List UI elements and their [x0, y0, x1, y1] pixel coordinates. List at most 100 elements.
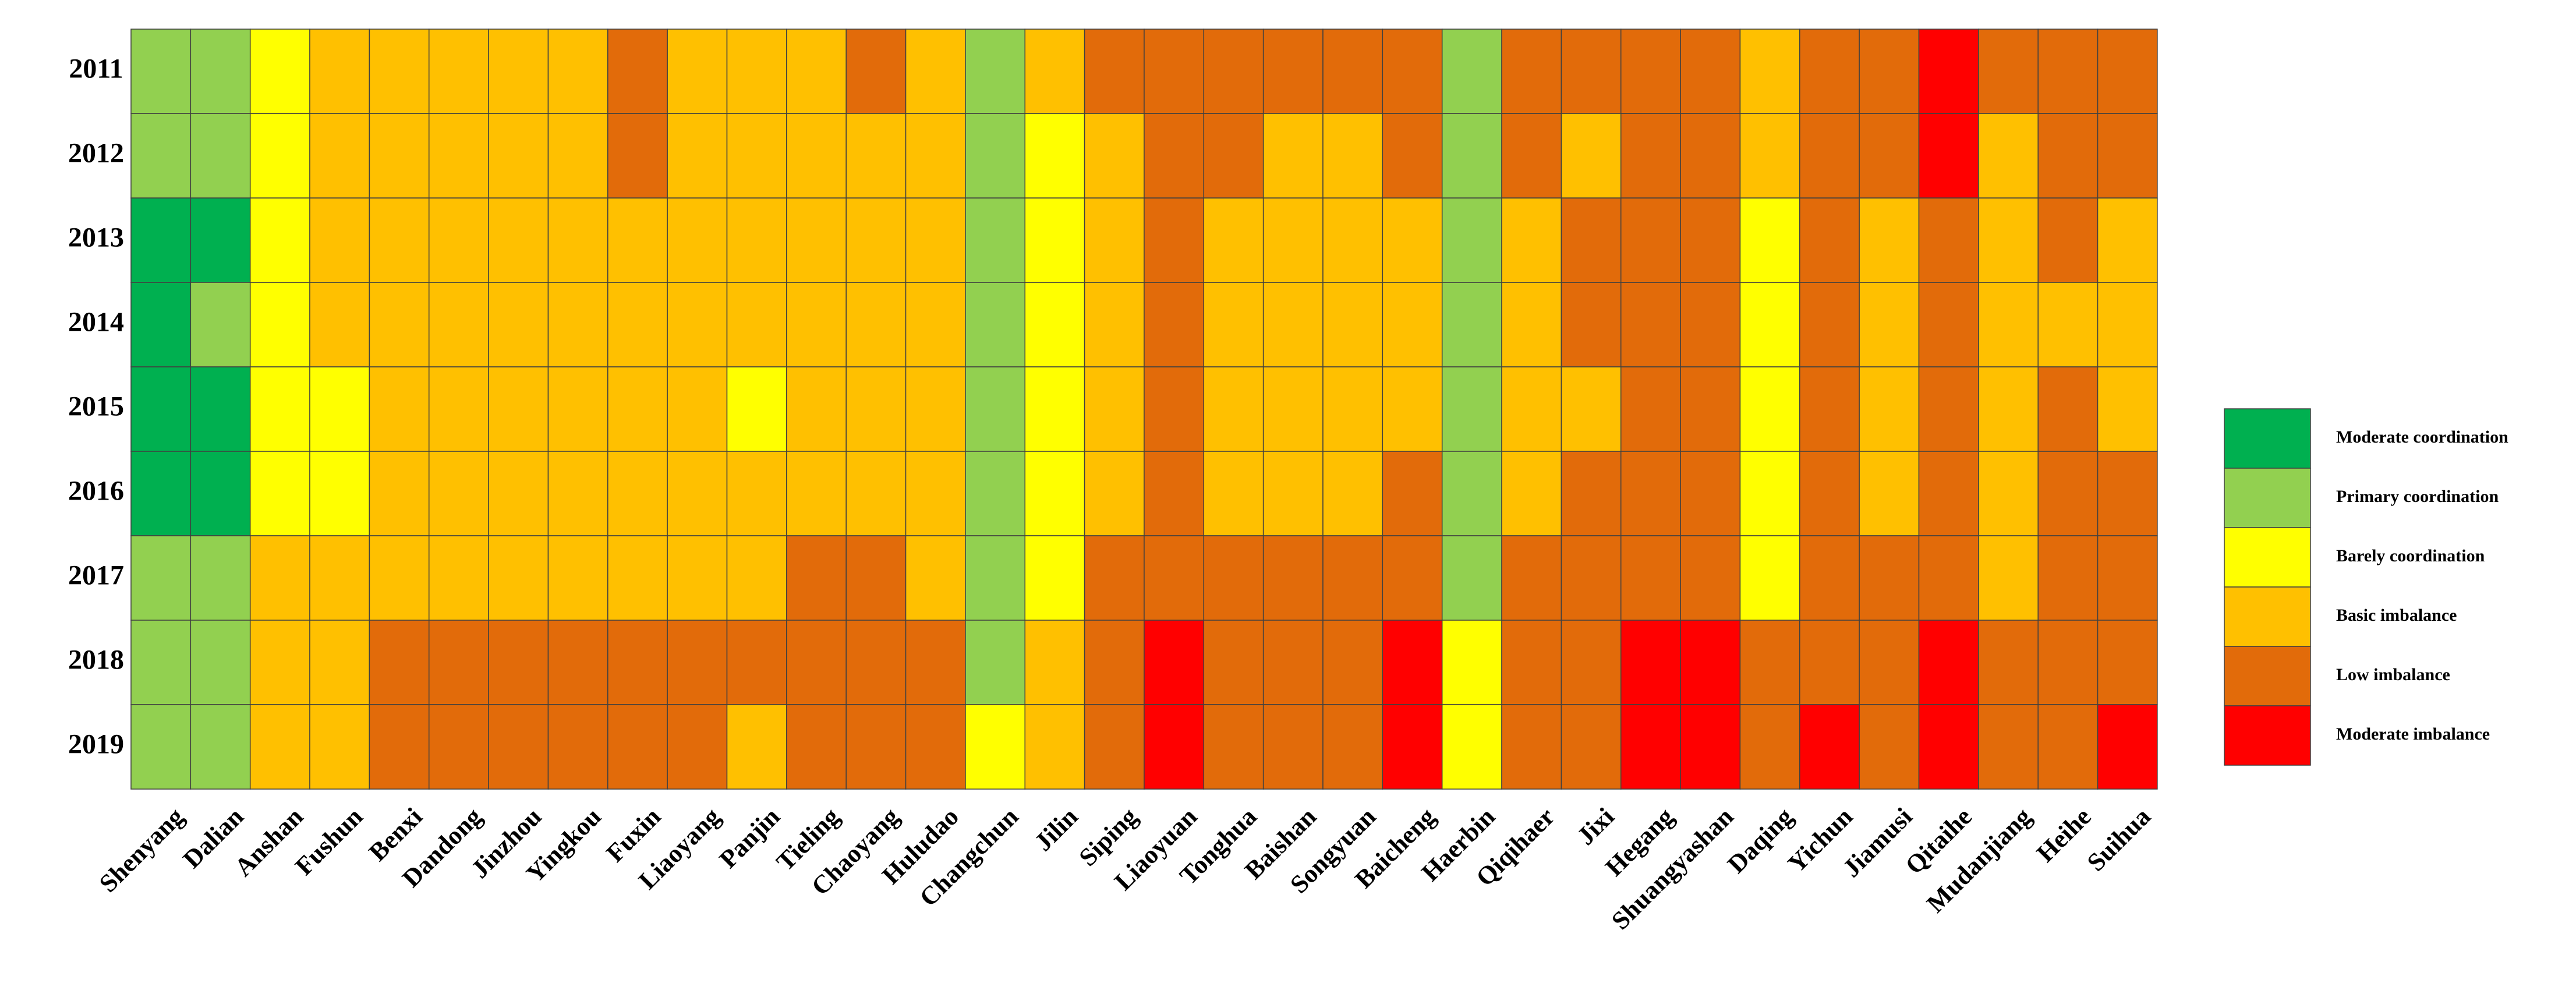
heatmap-cell-liaoyang-2011	[667, 29, 728, 114]
legend-label-moderate-imbalance: Moderate imbalance	[2336, 724, 2490, 744]
heatmap-cell-daqing-2012	[1739, 113, 1800, 199]
heatmap-cell-chaoyang-2019	[845, 704, 907, 790]
heatmap-cell-jixi-2012	[1561, 113, 1622, 199]
heatmap-cell-dandong-2015	[429, 366, 489, 452]
heatmap-cell-hegang-2016	[1620, 451, 1681, 536]
heatmap-cell-jiamusi-2011	[1859, 29, 1920, 114]
heatmap-cell-jilin-2018	[1024, 620, 1085, 705]
heatmap-cell-jinzhou-2011	[488, 29, 549, 114]
heatmap-cell-mudanjiang-2019	[1978, 704, 2039, 790]
heatmap-cell-chaoyang-2017	[845, 535, 907, 621]
heatmap-cell-jinzhou-2019	[488, 704, 549, 790]
heatmap-cell-changchun-2017	[965, 535, 1026, 621]
heatmap-cell-tonghua-2012	[1203, 113, 1264, 199]
heatmap-cell-liaoyang-2014	[667, 282, 728, 367]
heatmap-cell-liaoyang-2016	[667, 451, 728, 536]
heatmap-cell-jilin-2019	[1024, 704, 1085, 790]
heatmap-cell-panjin-2013	[726, 197, 787, 283]
heatmap-cell-fushun-2017	[309, 535, 370, 621]
heatmap-cell-liaoyang-2015	[667, 366, 728, 452]
x-tick-label-panjin: Panjin	[714, 802, 785, 874]
heatmap-cell-baicheng-2014	[1382, 282, 1443, 367]
heatmap-cell-liaoyang-2017	[667, 535, 728, 621]
y-tick-label-2015: 2015	[68, 391, 124, 422]
heatmap-cell-dalian-2017	[190, 535, 251, 621]
heatmap-cell-fushun-2013	[309, 197, 370, 283]
heatmap-cell-anshan-2013	[249, 197, 310, 283]
heatmap-cell-tonghua-2017	[1203, 535, 1264, 621]
heatmap-cell-dandong-2013	[429, 197, 489, 283]
x-axis-labels: ShenyangDalianAnshanFushunBenxiDandongJi…	[94, 802, 2156, 935]
heatmap-cell-yingkou-2012	[547, 113, 608, 199]
heatmap-cell-panjin-2014	[726, 282, 787, 367]
legend-swatch-moderate-coordination	[2224, 408, 2311, 469]
heatmap-cell-chaoyang-2014	[845, 282, 907, 367]
heatmap-cell-hegang-2011	[1620, 29, 1681, 114]
x-tick-label-daqing: Daqing	[1722, 802, 1798, 878]
heatmap-cell-shenyang-2017	[130, 535, 192, 621]
heatmap-cell-suihua-2012	[2097, 113, 2158, 199]
heatmap-cell-liaoyuan-2019	[1144, 704, 1205, 790]
heatmap-cell-fushun-2019	[309, 704, 370, 790]
legend: Moderate coordination Primary coordinatio…	[2224, 408, 2508, 766]
heatmap-cell-shuangyashan-2013	[1680, 197, 1741, 283]
heatmap-cell-hegang-2012	[1620, 113, 1681, 199]
heatmap-cell-dandong-2019	[429, 704, 489, 790]
heatmap-cell-fushun-2018	[309, 620, 370, 705]
heatmap-cell-yingkou-2015	[547, 366, 608, 452]
heatmap-cell-suihua-2017	[2097, 535, 2158, 621]
heatmap-cell-baishan-2017	[1262, 535, 1324, 621]
legend-swatch-basic-imbalance	[2224, 586, 2311, 647]
heatmap-cell-mudanjiang-2015	[1978, 366, 2039, 452]
heatmap-cell-liaoyuan-2018	[1144, 620, 1205, 705]
heatmap-cell-changchun-2015	[965, 366, 1026, 452]
heatmap-cell-suihua-2015	[2097, 366, 2158, 452]
heatmap-cell-shenyang-2015	[130, 366, 192, 452]
heatmap-cell-daqing-2015	[1739, 366, 1800, 452]
heatmap-cell-tieling-2015	[786, 366, 847, 452]
heatmap-cell-tonghua-2016	[1203, 451, 1264, 536]
heatmap-cell-jiamusi-2012	[1859, 113, 1920, 199]
heatmap-cell-liaoyuan-2014	[1144, 282, 1205, 367]
heatmap-cell-daqing-2018	[1739, 620, 1800, 705]
heatmap-cell-baicheng-2015	[1382, 366, 1443, 452]
heatmap-cell-haerbin-2012	[1441, 113, 1502, 199]
heatmap-cell-yingkou-2013	[547, 197, 608, 283]
legend-swatch-barely-coordination	[2224, 527, 2311, 588]
heatmap-cell-siping-2017	[1084, 535, 1145, 621]
y-axis-labels: 2011 2012 2013 2014 2015 2016 2017 2018 2019	[68, 54, 124, 760]
heatmap-cell-chaoyang-2016	[845, 451, 907, 536]
heatmap-cell-yichun-2017	[1799, 535, 1860, 621]
heatmap-cell-haerbin-2018	[1441, 620, 1502, 705]
heatmap-cell-suihua-2018	[2097, 620, 2158, 705]
heatmap-cell-qiqihaer-2016	[1501, 451, 1562, 536]
heatmap-cell-shuangyashan-2015	[1680, 366, 1741, 452]
heatmap-cell-jixi-2017	[1561, 535, 1622, 621]
heatmap-cell-fuxin-2019	[607, 704, 668, 790]
heatmap-cell-qitaihe-2018	[1918, 620, 1979, 705]
heatmap-cell-benxi-2018	[369, 620, 430, 705]
heatmap-cell-dalian-2018	[190, 620, 251, 705]
heatmap-cell-yingkou-2019	[547, 704, 608, 790]
heatmap-cell-jixi-2015	[1561, 366, 1622, 452]
heatmap-cell-songyuan-2017	[1322, 535, 1383, 621]
heatmap-cell-mudanjiang-2018	[1978, 620, 2039, 705]
heatmap-cell-huludao-2011	[905, 29, 966, 114]
legend-swatch-low-imbalance	[2224, 646, 2311, 706]
heatmap-cell-heihe-2013	[2037, 197, 2099, 283]
heatmap-cell-siping-2019	[1084, 704, 1145, 790]
heatmap-cell-shuangyashan-2012	[1680, 113, 1741, 199]
heatmap-cell-songyuan-2019	[1322, 704, 1383, 790]
heatmap-cell-baicheng-2011	[1382, 29, 1443, 114]
heatmap-cell-anshan-2018	[249, 620, 310, 705]
heatmap-cell-anshan-2016	[249, 451, 310, 536]
heatmap-cell-dalian-2014	[190, 282, 251, 367]
heatmap-cell-dandong-2017	[429, 535, 489, 621]
heatmap-cell-yingkou-2011	[547, 29, 608, 114]
heatmap-cell-anshan-2017	[249, 535, 310, 621]
heatmap-cell-panjin-2018	[726, 620, 787, 705]
heatmap-cell-changchun-2018	[965, 620, 1026, 705]
legend-label-barely-coordination: Barely coordination	[2336, 546, 2485, 565]
heatmap-cell-daqing-2011	[1739, 29, 1800, 114]
heatmap-cell-hegang-2017	[1620, 535, 1681, 621]
